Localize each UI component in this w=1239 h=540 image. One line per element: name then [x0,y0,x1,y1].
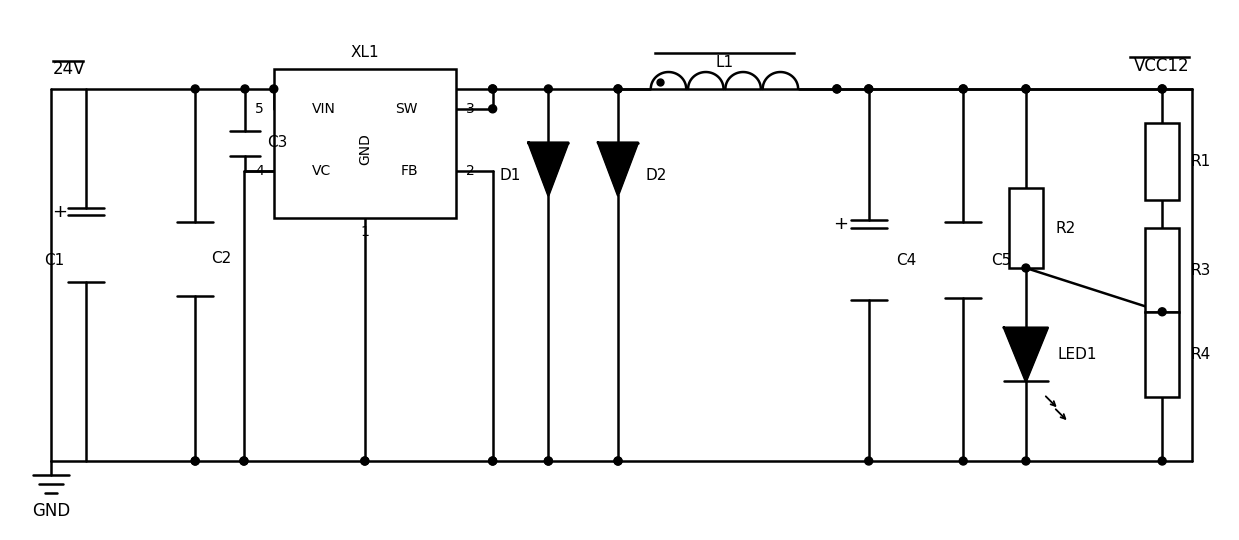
Circle shape [488,85,497,93]
Text: 2: 2 [466,164,475,178]
Text: R3: R3 [1189,262,1211,278]
Text: C1: C1 [43,253,64,267]
Text: XL1: XL1 [351,45,379,59]
Circle shape [544,85,553,93]
Circle shape [488,457,497,465]
Text: 5: 5 [255,102,264,116]
Circle shape [615,457,622,465]
Bar [1145,228,1180,312]
Circle shape [1022,85,1030,93]
Text: C4: C4 [897,253,917,267]
Circle shape [361,457,369,465]
Text: 24V: 24V [53,60,85,78]
Circle shape [1158,85,1166,93]
Text: 1: 1 [361,225,369,239]
Circle shape [240,85,249,93]
Text: D2: D2 [646,168,668,183]
Circle shape [1158,308,1166,316]
Circle shape [544,457,553,465]
Circle shape [544,457,553,465]
Text: VC: VC [311,164,331,178]
Text: +: + [834,215,849,233]
Text: SW: SW [395,102,418,116]
Text: GND: GND [32,502,71,520]
Circle shape [240,457,248,465]
Circle shape [361,457,369,465]
Text: +: + [52,203,67,221]
Circle shape [1022,264,1030,272]
Circle shape [488,85,497,93]
Bar [274,69,456,218]
Circle shape [959,85,968,93]
Text: D1: D1 [499,168,522,183]
Text: VIN: VIN [311,102,336,116]
Text: R1: R1 [1189,154,1211,169]
Circle shape [865,85,872,93]
Polygon shape [598,143,638,195]
Circle shape [270,85,278,93]
Circle shape [959,457,968,465]
Text: GND: GND [358,133,372,165]
Text: C5: C5 [991,253,1011,267]
Text: LED1: LED1 [1058,347,1098,362]
Text: R2: R2 [1056,221,1075,236]
Text: 3: 3 [466,102,475,116]
Circle shape [615,457,622,465]
Circle shape [615,85,622,93]
Text: C2: C2 [211,251,232,266]
Circle shape [1022,457,1030,465]
Circle shape [191,85,199,93]
Text: C3: C3 [266,135,287,150]
Text: R4: R4 [1189,347,1211,362]
Bar [1145,312,1180,397]
Circle shape [1022,85,1030,93]
Circle shape [1158,85,1166,93]
Circle shape [488,457,497,465]
Circle shape [865,457,872,465]
Circle shape [240,457,248,465]
Text: L1: L1 [715,55,733,70]
Text: VCC12: VCC12 [1134,57,1189,75]
Text: FB: FB [400,164,418,178]
Circle shape [1158,457,1166,465]
Circle shape [833,85,841,93]
Circle shape [191,457,199,465]
Circle shape [959,85,968,93]
Circle shape [615,85,622,93]
Text: 4: 4 [255,164,264,178]
Circle shape [191,457,199,465]
Polygon shape [1004,328,1048,381]
Circle shape [833,85,841,93]
Bar [1009,188,1043,268]
Polygon shape [529,143,569,195]
Circle shape [488,105,497,113]
Bar [1145,123,1180,200]
Circle shape [865,85,872,93]
